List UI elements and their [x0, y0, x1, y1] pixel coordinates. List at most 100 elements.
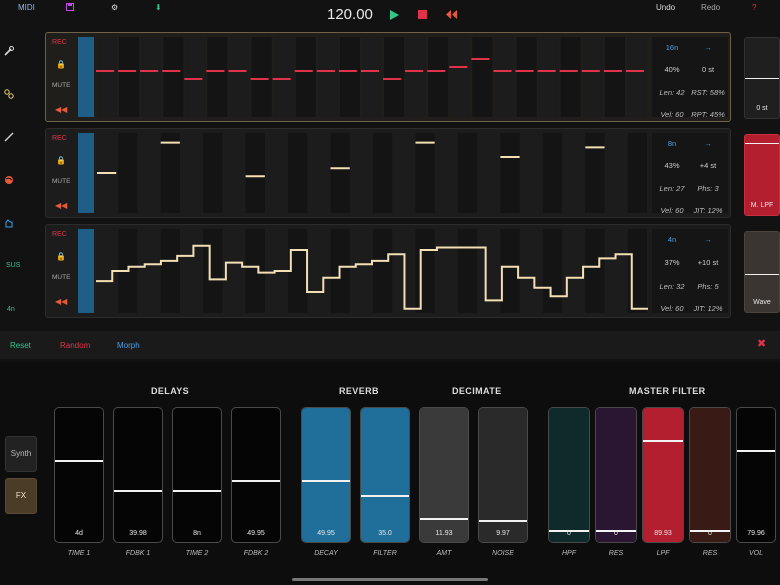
- redo-button[interactable]: Redo: [701, 3, 721, 12]
- repeat-value[interactable]: RPT: 45%: [691, 110, 725, 119]
- fader-handle[interactable]: [643, 440, 683, 442]
- step-column[interactable]: [229, 37, 250, 117]
- step-column[interactable]: [384, 37, 405, 117]
- rewind-icon[interactable]: [446, 10, 457, 21]
- help-button[interactable]: ?: [752, 3, 757, 12]
- fader-res[interactable]: 0: [595, 407, 637, 543]
- step-column[interactable]: [479, 229, 499, 313]
- fader-handle[interactable]: [596, 530, 636, 532]
- fader-handle[interactable]: [361, 495, 409, 497]
- step-column[interactable]: [351, 133, 371, 213]
- fader-handle[interactable]: [55, 460, 103, 462]
- step-column[interactable]: [564, 133, 584, 213]
- step-column[interactable]: [181, 133, 202, 213]
- step-column[interactable]: [585, 229, 605, 313]
- lock-icon[interactable]: 🔒: [56, 252, 66, 261]
- step-column[interactable]: [361, 37, 383, 117]
- morph-button[interactable]: Morph: [117, 341, 140, 350]
- step-column[interactable]: [373, 229, 393, 313]
- step-column[interactable]: [317, 37, 338, 117]
- step-column[interactable]: [97, 229, 117, 313]
- step-column[interactable]: [500, 133, 520, 213]
- step-column[interactable]: [163, 37, 184, 117]
- fader-amt[interactable]: 11.93: [419, 407, 469, 543]
- hand-icon[interactable]: [4, 218, 18, 232]
- length-value[interactable]: Len: 27: [659, 184, 685, 193]
- rec-label[interactable]: REC: [52, 231, 67, 238]
- step-column[interactable]: [266, 133, 287, 213]
- synth-tab[interactable]: Synth: [5, 436, 37, 472]
- fx-tab[interactable]: FX: [5, 478, 37, 514]
- direction-value[interactable]: →: [704, 139, 712, 148]
- velocity-value[interactable]: Vel: 60: [660, 206, 684, 215]
- slider-handle[interactable]: [745, 78, 779, 79]
- fader-lpf[interactable]: 89.93: [642, 407, 684, 543]
- reset-position-icon[interactable]: ◀◀: [55, 297, 68, 306]
- reset-button[interactable]: Reset: [10, 341, 31, 350]
- direction-value[interactable]: →: [704, 235, 712, 244]
- step-column[interactable]: [295, 37, 316, 117]
- lock-icon[interactable]: 🔒: [56, 156, 66, 165]
- reset-position-icon[interactable]: ◀◀: [55, 105, 68, 114]
- step-column[interactable]: [224, 229, 244, 313]
- step-column[interactable]: [119, 37, 140, 117]
- step-column[interactable]: [118, 133, 138, 213]
- reset-value[interactable]: RST: 58%: [691, 88, 725, 97]
- step-column[interactable]: [582, 37, 603, 117]
- step-column[interactable]: [626, 37, 647, 117]
- step-column[interactable]: [560, 37, 581, 117]
- stop-icon[interactable]: [418, 10, 427, 19]
- step-column[interactable]: [224, 133, 244, 213]
- slider-handle[interactable]: [745, 274, 779, 275]
- step-column[interactable]: [627, 133, 647, 213]
- step-column[interactable]: [406, 37, 427, 117]
- step-column[interactable]: [415, 133, 435, 213]
- fader-time-1[interactable]: 4d: [54, 407, 104, 543]
- fader-hpf[interactable]: 0: [548, 407, 590, 543]
- pencil-icon[interactable]: [4, 132, 18, 146]
- mute-button[interactable]: MUTE: [52, 82, 71, 89]
- division-value[interactable]: 16n: [665, 43, 679, 52]
- step-column[interactable]: [160, 133, 180, 213]
- step-column[interactable]: [139, 229, 159, 313]
- step-column[interactable]: [288, 133, 308, 213]
- step-column[interactable]: [207, 37, 228, 117]
- lock-icon[interactable]: 🔒: [56, 60, 66, 69]
- probability-value[interactable]: 37%: [664, 258, 680, 267]
- close-icon[interactable]: ✖: [757, 338, 767, 350]
- globe-icon[interactable]: [4, 175, 18, 189]
- jitter-value[interactable]: JIT: 12%: [693, 304, 723, 313]
- master-lpf-slider[interactable]: M. LPF: [744, 134, 780, 216]
- transpose-value[interactable]: 0 st: [701, 65, 715, 74]
- transpose-slider[interactable]: 0 st: [744, 37, 780, 119]
- fader-handle[interactable]: [420, 518, 468, 520]
- step-column[interactable]: [457, 229, 478, 313]
- download-icon[interactable]: ⬇: [155, 3, 162, 12]
- fader-handle[interactable]: [173, 490, 221, 492]
- velocity-value[interactable]: Vel: 60: [660, 304, 684, 313]
- midi-button[interactable]: MIDI: [18, 3, 35, 12]
- step-column[interactable]: [627, 229, 647, 313]
- probability-value[interactable]: 40%: [664, 65, 680, 74]
- step-column[interactable]: [500, 229, 520, 313]
- mute-button[interactable]: MUTE: [52, 178, 71, 185]
- step-column[interactable]: [538, 37, 559, 117]
- step-column[interactable]: [521, 229, 541, 313]
- step-column[interactable]: [309, 229, 329, 313]
- sequencer-track-1[interactable]: REC 🔒 MUTE ◀◀ 16n → 40% 0 st Len: 42 RST…: [45, 32, 731, 122]
- step-column[interactable]: [457, 133, 478, 213]
- undo-button[interactable]: Undo: [656, 3, 676, 12]
- random-button[interactable]: Random: [60, 341, 91, 350]
- step-column[interactable]: [339, 37, 360, 117]
- sequencer-track-2[interactable]: REC 🔒 MUTE ◀◀ 8n → 43% +4 st Len: 27 Phs…: [45, 128, 731, 218]
- mute-button[interactable]: MUTE: [52, 274, 71, 281]
- step-column[interactable]: [203, 229, 223, 313]
- step-column[interactable]: [245, 229, 265, 313]
- fader-res[interactable]: 0: [689, 407, 731, 543]
- fader-handle[interactable]: [479, 520, 527, 522]
- step-column[interactable]: [309, 133, 329, 213]
- velocity-value[interactable]: Vel: 60: [660, 110, 684, 119]
- fader-time-2[interactable]: 8n: [172, 407, 222, 543]
- step-column[interactable]: [97, 37, 118, 117]
- rec-label[interactable]: REC: [52, 39, 67, 46]
